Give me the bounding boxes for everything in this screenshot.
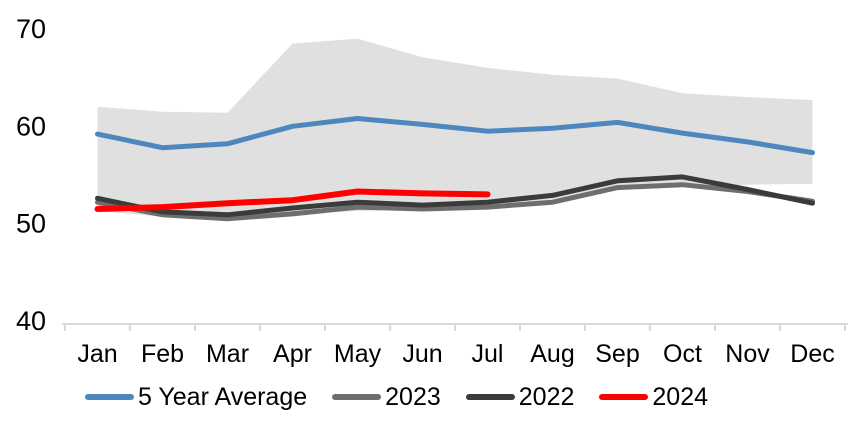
legend-line-swatch-2023 <box>332 394 382 400</box>
x-tick-label: Feb <box>141 340 184 368</box>
x-tick-label: May <box>334 340 382 368</box>
legend-line-swatch-5-year-average <box>85 394 134 400</box>
series-line-2022[interactable] <box>95 174 815 218</box>
x-tick-label: Nov <box>725 340 770 368</box>
legend-label-2023: 2023 <box>385 383 441 411</box>
y-tick-label: 60 <box>16 111 46 141</box>
legend-item-2024[interactable]: 2024 <box>599 383 708 411</box>
legend-item-2022[interactable]: 2022 <box>465 383 575 411</box>
x-tick-label: Jan <box>77 340 117 368</box>
legend-line-swatch-2024 <box>599 394 649 400</box>
legend-item-5-year-average[interactable]: 5 Year Average <box>85 383 307 411</box>
series-line-2023[interactable] <box>95 182 815 222</box>
legend-label-2024: 2024 <box>652 383 709 411</box>
legend-label-5-year-average: 5 Year Average <box>138 383 308 411</box>
y-tick-label: 40 <box>16 306 46 336</box>
x-tick-label: Oct <box>663 340 702 368</box>
x-tick-label: Sep <box>595 340 639 368</box>
x-tick-label: Jun <box>402 340 442 368</box>
x-tick-label: Jul <box>472 340 504 368</box>
x-tick-label: Aug <box>530 340 574 368</box>
series-line-2024[interactable] <box>94 188 491 212</box>
legend-label-2022: 2022 <box>518 383 575 411</box>
y-tick-label: 50 <box>16 209 46 239</box>
series-line-5-year-average[interactable] <box>95 116 815 156</box>
x-tick-label: Dec <box>790 340 834 368</box>
chart-legend: 5 Year Average 2023 2022 2024 <box>85 383 733 411</box>
x-tick-label: Mar <box>206 340 249 368</box>
y-tick-label: 70 <box>16 14 46 44</box>
legend-item-2023[interactable]: 2023 <box>332 383 441 411</box>
x-tick-label: Apr <box>273 340 312 368</box>
plot-area: 40 50 60 70 Jan Feb Mar Apr May Jun Jul Aug Sep Oct No… <box>16 14 848 368</box>
legend-line-swatch-2022 <box>465 394 515 400</box>
